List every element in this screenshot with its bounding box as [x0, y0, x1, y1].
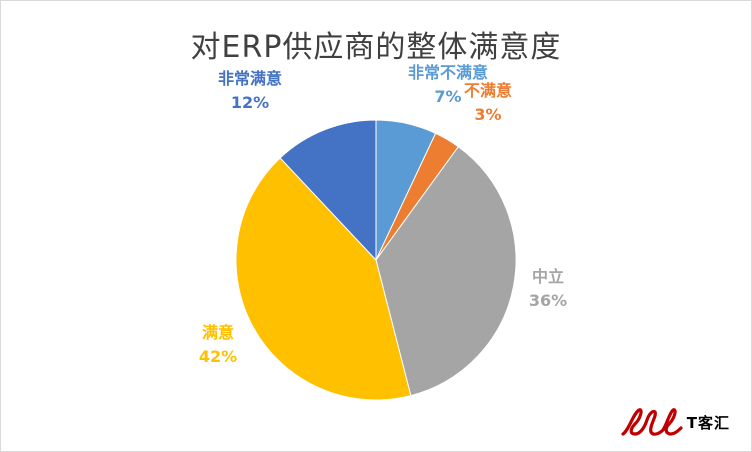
slice-value-label-4: 12% — [231, 93, 269, 112]
slice-category-label-2: 中立 — [532, 267, 564, 286]
slice-category-label-3: 满意 — [202, 323, 234, 342]
slice-value-label-0: 7% — [434, 87, 461, 106]
slice-value-label-2: 36% — [529, 291, 567, 310]
watermark: T客汇 — [619, 404, 730, 440]
slice-value-label-1: 3% — [474, 105, 501, 124]
slice-category-label-0: 非常不满意 — [408, 63, 488, 82]
slice-value-label-3: 42% — [199, 347, 237, 366]
slice-category-label-4: 非常满意 — [218, 69, 282, 88]
watermark-text: T客汇 — [686, 413, 730, 432]
pie-slice-2 — [375, 146, 517, 397]
pie-labels: 非常不满意 7% 不满意 3% 中立 36% 满意 42% 非常满意 12% — [199, 63, 567, 366]
pie-slices — [235, 119, 517, 401]
pie-slice-3 — [235, 157, 412, 401]
watermark-logo-icon — [621, 408, 683, 436]
slice-category-label-1: 不满意 — [464, 81, 512, 100]
chart-title: 对ERP供应商的整体满意度 — [190, 30, 562, 65]
pie-slice-4 — [279, 119, 377, 262]
